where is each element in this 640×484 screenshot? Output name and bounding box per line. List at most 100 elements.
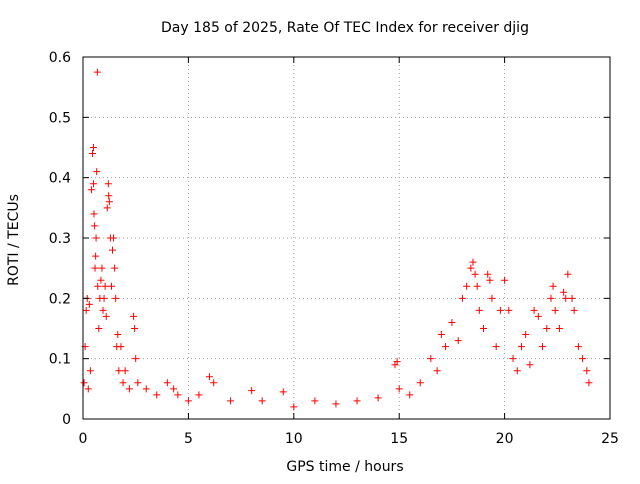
data-point — [86, 367, 94, 375]
data-point — [437, 331, 445, 339]
x-tick-label: 15 — [390, 431, 408, 447]
data-point — [475, 306, 483, 314]
data-point — [517, 343, 525, 351]
data-point — [98, 264, 106, 272]
data-point — [258, 397, 266, 405]
data-point — [195, 391, 203, 399]
data-point — [134, 379, 142, 387]
y-tick-label: 0.5 — [49, 110, 71, 126]
data-point — [393, 358, 401, 366]
ticks: 0 5 10 15 20 25 0 0.1 0.2 0.3 0.4 0.5 0.6 — [49, 50, 619, 447]
data-point — [174, 391, 182, 399]
data-point — [101, 282, 109, 290]
data-point — [562, 294, 570, 302]
data-point — [163, 379, 171, 387]
y-tick-label: 0 — [62, 412, 71, 428]
data-point — [505, 306, 513, 314]
data-point — [433, 367, 441, 375]
data-point — [90, 144, 98, 151]
data-point — [142, 385, 150, 393]
data-point — [105, 192, 113, 200]
data-point — [97, 276, 105, 284]
data-point — [547, 294, 555, 302]
data-point — [111, 264, 119, 272]
data-point — [585, 379, 593, 387]
data-point — [374, 394, 382, 402]
data-point — [551, 306, 559, 314]
chart-title: Day 185 of 2025, Rate Of TEC Index for r… — [161, 20, 529, 36]
data-point — [484, 270, 492, 278]
y-tick-label: 0.1 — [49, 352, 71, 368]
data-point — [93, 168, 101, 176]
data-point — [395, 385, 403, 393]
data-point — [130, 312, 138, 320]
x-axis-label: GPS time / hours — [286, 459, 403, 475]
data-point — [100, 294, 108, 302]
data-point — [579, 355, 587, 363]
data-point — [463, 282, 471, 290]
data-point — [227, 397, 235, 405]
data-point — [526, 361, 534, 369]
data-point — [496, 306, 504, 314]
data-point — [105, 198, 113, 206]
data-point — [248, 387, 256, 395]
data-point — [88, 150, 96, 158]
data-point — [509, 355, 517, 363]
data-point — [112, 294, 120, 302]
data-point — [82, 306, 90, 314]
data-point — [583, 367, 591, 375]
data-point — [93, 68, 101, 76]
x-tick-label: 10 — [285, 431, 303, 447]
grid — [83, 57, 610, 419]
data-point — [90, 180, 98, 188]
data-point — [104, 180, 112, 188]
data-point — [513, 367, 521, 375]
data-point — [90, 210, 98, 218]
data-point — [549, 282, 557, 290]
data-point — [560, 288, 568, 296]
data-point — [480, 325, 488, 332]
data-point — [109, 246, 117, 254]
x-tick-label: 5 — [184, 431, 193, 447]
data-point — [85, 300, 93, 308]
data-point — [119, 379, 127, 387]
data-point — [353, 397, 361, 405]
data-point — [448, 318, 456, 326]
data-point — [125, 385, 133, 393]
y-tick-label: 0.6 — [49, 50, 71, 66]
data-point — [467, 264, 475, 272]
x-tick-label: 0 — [79, 431, 88, 447]
data-point — [117, 343, 125, 351]
data-point — [121, 367, 129, 375]
data-point — [539, 343, 547, 351]
data-point — [210, 379, 218, 387]
data-point — [530, 306, 538, 314]
data-point — [311, 397, 319, 405]
y-tick-label: 0.2 — [49, 291, 71, 307]
data-point — [153, 391, 161, 399]
data-point — [290, 403, 298, 411]
data-points — [80, 68, 593, 411]
data-point — [92, 252, 100, 260]
data-point — [543, 325, 551, 332]
data-point — [131, 325, 139, 332]
data-point — [279, 388, 287, 396]
data-point — [114, 331, 122, 339]
data-point — [205, 373, 213, 381]
data-point — [416, 379, 424, 387]
data-point — [87, 186, 95, 194]
data-point — [473, 282, 481, 290]
data-point — [107, 282, 115, 290]
data-point — [471, 270, 479, 278]
y-axis-label: ROTI / TECUs — [6, 194, 22, 286]
data-point — [110, 234, 118, 242]
data-point — [332, 400, 340, 408]
data-point — [132, 355, 140, 363]
data-point — [458, 294, 466, 302]
data-point — [92, 234, 100, 242]
data-point — [501, 276, 509, 284]
x-tick-label: 25 — [601, 431, 619, 447]
data-point — [95, 325, 103, 332]
data-point — [534, 312, 542, 320]
